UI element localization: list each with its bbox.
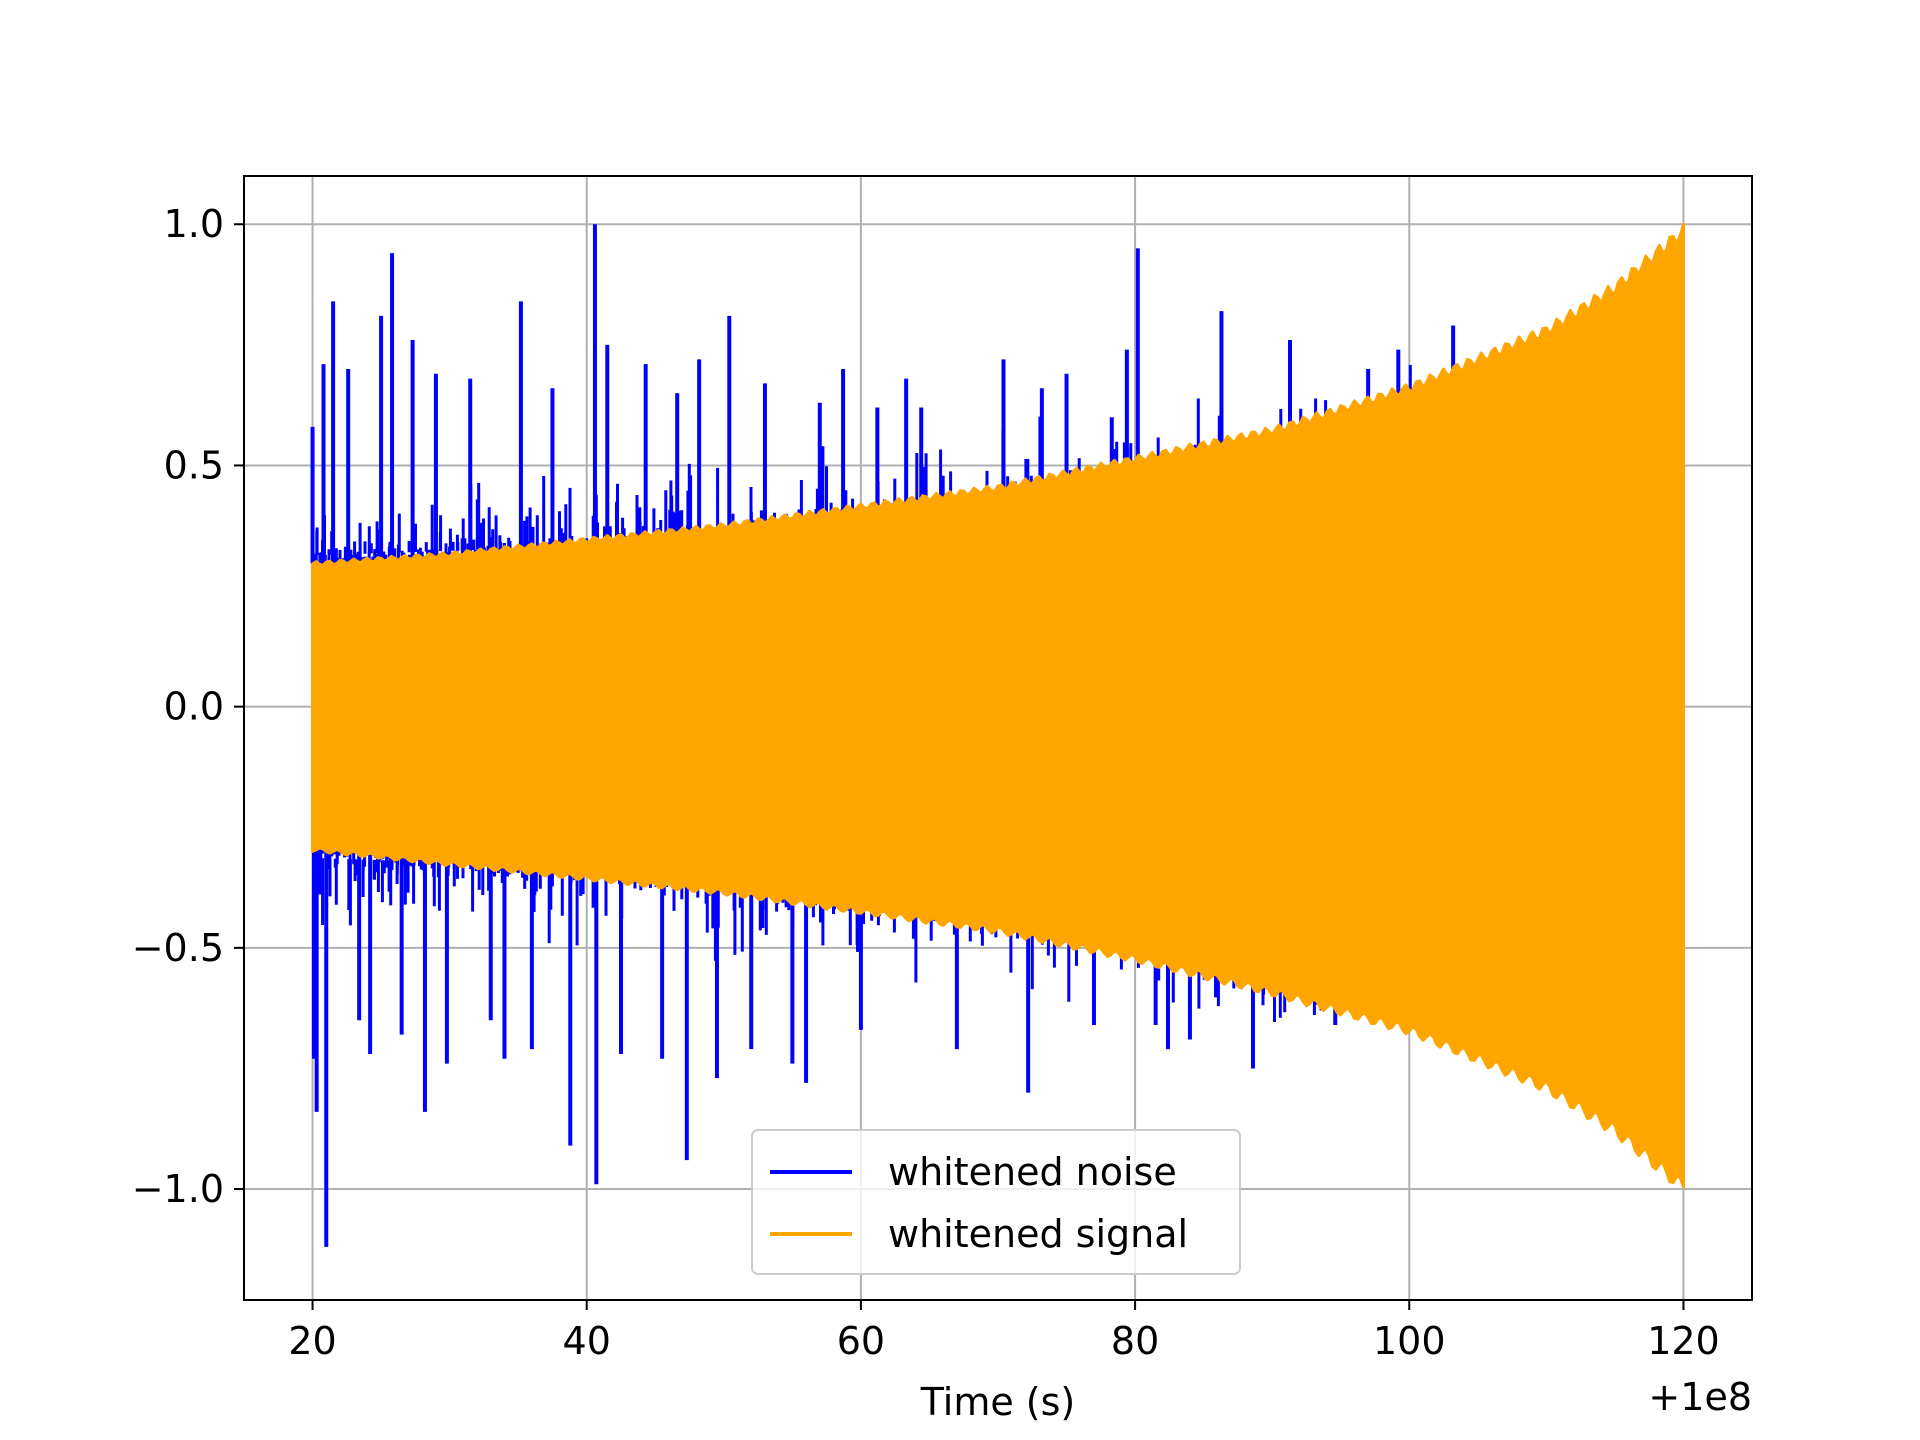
axes-frame <box>243 175 1753 1301</box>
signal-line <box>311 222 1685 1189</box>
x-tick-label: 20 <box>288 1319 336 1363</box>
y-tick-label: −0.5 <box>132 926 224 970</box>
y-tick-label: 0.5 <box>164 443 224 487</box>
x-axis-offset-label: +1e8 <box>1648 1375 1752 1419</box>
legend: whitened noise whitened signal <box>751 1129 1241 1275</box>
legend-box <box>751 1129 1241 1275</box>
legend-label-noise: whitened noise <box>888 1150 1177 1194</box>
x-tick-label: 80 <box>1111 1319 1159 1363</box>
y-tick-label: 0.0 <box>164 685 224 729</box>
x-axis-label: Time (s) <box>920 1380 1076 1424</box>
x-tick-label: 120 <box>1647 1319 1720 1363</box>
x-tick-label: 100 <box>1373 1319 1446 1363</box>
y-tick-label: 1.0 <box>164 202 224 246</box>
plot-area <box>310 222 1685 1247</box>
axis-ticks: 20 40 60 80 100 120 −1.0 −0.5 0.0 0.5 1.0 <box>132 202 1720 1363</box>
legend-label-signal: whitened signal <box>888 1212 1188 1256</box>
x-tick-label: 60 <box>837 1319 885 1363</box>
y-tick-label: −1.0 <box>132 1167 224 1211</box>
x-tick-label: 40 <box>563 1319 611 1363</box>
